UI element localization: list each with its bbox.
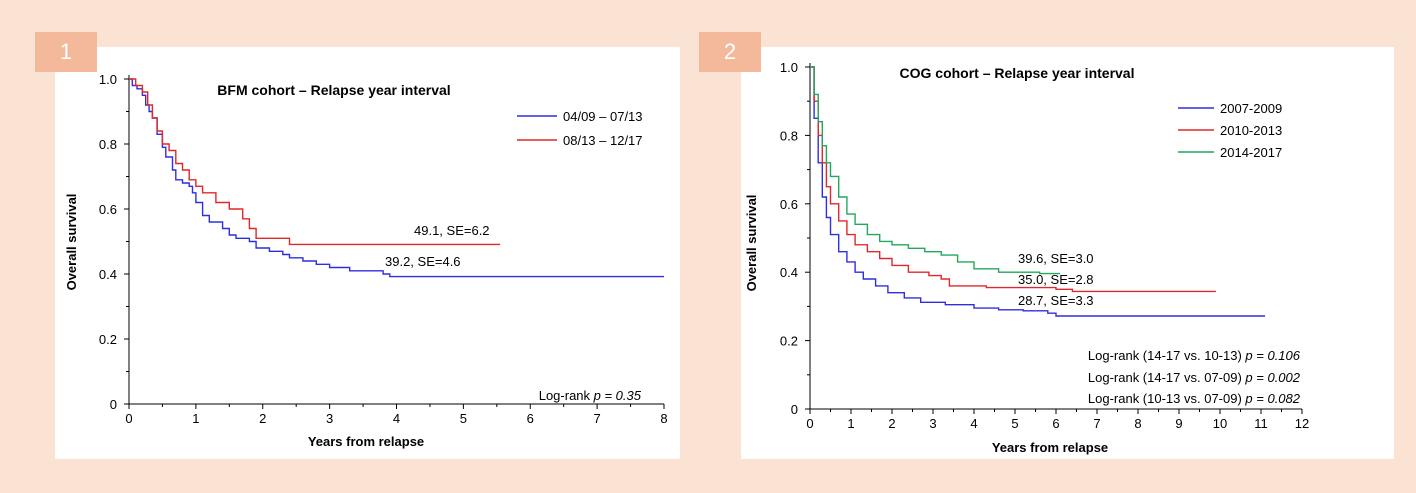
x-tick-label: 5 [1011, 416, 1018, 431]
logrank-prefix: Log-rank (14-17 vs. 07-09) [1088, 370, 1246, 385]
y-tick-label: 0.4 [780, 265, 798, 280]
logrank-p-value: p = 0.002 [1244, 370, 1300, 385]
legend-label: 2014-2017 [1220, 145, 1282, 160]
x-tick-label: 7 [1093, 416, 1100, 431]
x-tick-label: 0 [806, 416, 813, 431]
logrank-p-value: p = 0.082 [1244, 391, 1300, 406]
logrank-annotation-3: Log-rank (10-13 vs. 07-09) p = 0.082 [1088, 391, 1301, 406]
x-axis-title: Years from relapse [992, 440, 1108, 455]
series-end-label-red: 35.0, SE=2.8 [1018, 272, 1094, 287]
logrank-p-value: p = 0.106 [1244, 348, 1300, 363]
x-tick-label: 3 [929, 416, 936, 431]
logrank-prefix: Log-rank (14-17 vs. 10-13) [1088, 348, 1246, 363]
legend-label: 2010-2013 [1220, 123, 1282, 138]
y-axis-title: Overall survival [744, 195, 759, 292]
logrank-prefix: Log-rank (10-13 vs. 07-09) [1088, 391, 1246, 406]
series-end-label-green: 39.6, SE=3.0 [1018, 251, 1094, 266]
x-tick-label: 1 [847, 416, 854, 431]
legend-label: 2007-2009 [1220, 101, 1282, 116]
survival-curve [810, 67, 1216, 291]
x-tick-label: 6 [1052, 416, 1059, 431]
y-tick-label: 0.8 [780, 128, 798, 143]
survival-curve [810, 67, 1060, 274]
series-end-label-blue: 28.7, SE=3.3 [1018, 293, 1094, 308]
chart-title: COG cohort – Relapse year interval [900, 65, 1135, 81]
x-tick-label: 2 [888, 416, 895, 431]
logrank-annotation-2: Log-rank (14-17 vs. 07-09) p = 0.002 [1088, 370, 1301, 385]
logrank-annotation-1: Log-rank (14-17 vs. 10-13) p = 0.106 [1088, 348, 1301, 363]
x-tick-label: 11 [1254, 416, 1268, 431]
x-tick-label: 9 [1175, 416, 1182, 431]
x-tick-label: 10 [1213, 416, 1227, 431]
x-tick-label: 4 [970, 416, 977, 431]
y-tick-label: 0.2 [780, 334, 798, 349]
y-tick-label: 0.6 [780, 197, 798, 212]
y-tick-label: 0 [791, 402, 798, 417]
x-tick-label: 8 [1134, 416, 1141, 431]
x-tick-label: 12 [1295, 416, 1309, 431]
y-tick-label: 1.0 [780, 60, 798, 75]
